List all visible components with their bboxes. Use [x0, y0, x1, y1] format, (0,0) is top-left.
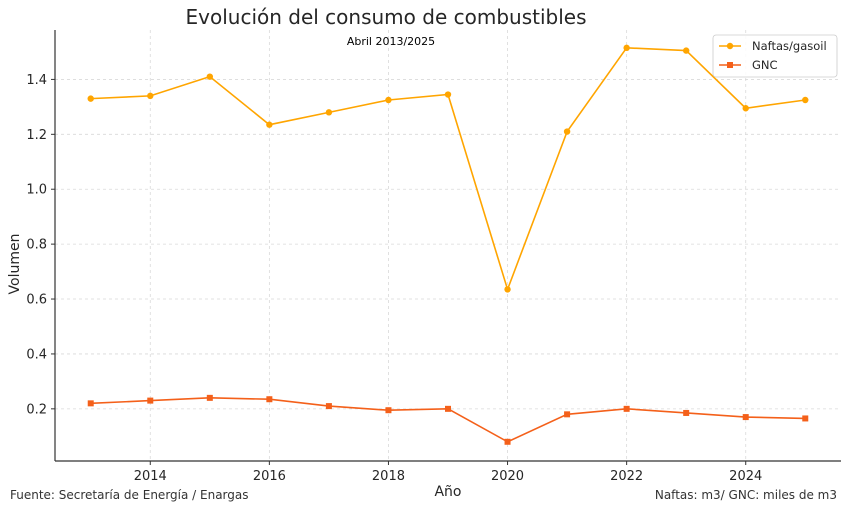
y-axis-label: Volumen — [7, 234, 23, 295]
data-point-naftas-gasoil — [147, 92, 154, 100]
data-point-gnc — [564, 411, 571, 418]
legend: Naftas/gasoil GNC — [712, 34, 838, 78]
x-tick-label: 2016 — [253, 469, 286, 484]
data-point-naftas-gasoil — [563, 128, 571, 135]
data-point-gnc — [385, 407, 392, 414]
data-point-naftas-gasoil — [504, 286, 511, 293]
x-axis-label: Año — [434, 484, 461, 500]
y-tick-label: 0.2 — [26, 402, 47, 417]
legend-box — [712, 34, 838, 78]
data-point-gnc — [147, 397, 154, 404]
y-tick-label: 1.4 — [26, 73, 47, 88]
grid — [55, 30, 841, 461]
data-point-gnc — [802, 415, 809, 422]
units-note: Naftas: m3/ GNC: miles de m3 — [655, 488, 837, 502]
series-line-gnc — [90, 397, 806, 443]
y-tick-label: 0.4 — [26, 347, 47, 362]
y-ticks: 0.2 0.4 0.6 0.8 1.0 1.2 1.4 — [26, 73, 55, 417]
x-tick-label: 2018 — [372, 469, 405, 484]
legend-label-gnc: GNC — [752, 58, 778, 72]
data-point-gnc — [206, 394, 213, 401]
legend-marker-naftas — [726, 42, 734, 50]
data-point-naftas-gasoil — [385, 96, 392, 104]
y-tick-label: 1.0 — [26, 183, 47, 198]
data-point-gnc — [623, 405, 630, 412]
series-group — [87, 44, 809, 445]
data-point-gnc — [445, 405, 451, 412]
x-tick-label: 2022 — [610, 469, 643, 484]
source-note: Fuente: Secretaría de Energía / Enargas — [10, 488, 249, 502]
x-tick-label: 2014 — [134, 469, 167, 484]
data-point-naftas-gasoil — [444, 91, 452, 98]
chart-subtitle: Abril 2013/2025 — [347, 35, 435, 48]
axes — [54, 30, 841, 462]
y-tick-label: 0.6 — [26, 293, 47, 308]
legend-label-naftas: Naftas/gasoil — [752, 39, 827, 53]
data-point-naftas-gasoil — [206, 73, 214, 80]
x-ticks: 2014 2016 2018 2020 2022 2024 — [134, 461, 762, 484]
data-point-naftas-gasoil — [802, 96, 809, 104]
y-tick-label: 0.8 — [26, 238, 47, 253]
data-point-naftas-gasoil — [742, 105, 749, 112]
x-tick-label: 2024 — [729, 469, 762, 484]
data-point-gnc — [325, 403, 332, 410]
data-point-gnc — [683, 409, 690, 416]
data-point-naftas-gasoil — [266, 121, 273, 128]
legend-marker-gnc — [727, 62, 733, 68]
data-point-gnc — [504, 438, 511, 445]
data-point-naftas-gasoil — [325, 109, 333, 116]
x-tick-label: 2020 — [491, 469, 524, 484]
data-point-naftas-gasoil — [623, 44, 630, 52]
data-point-gnc — [742, 414, 749, 421]
data-point-naftas-gasoil — [682, 47, 690, 54]
data-point-naftas-gasoil — [87, 95, 94, 102]
data-point-gnc — [87, 400, 94, 407]
data-point-gnc — [266, 396, 273, 403]
chart-title: Evolución del consumo de combustibles — [186, 5, 587, 29]
y-tick-label: 1.2 — [26, 128, 47, 143]
series-line-naftas-gasoil — [90, 47, 806, 292]
